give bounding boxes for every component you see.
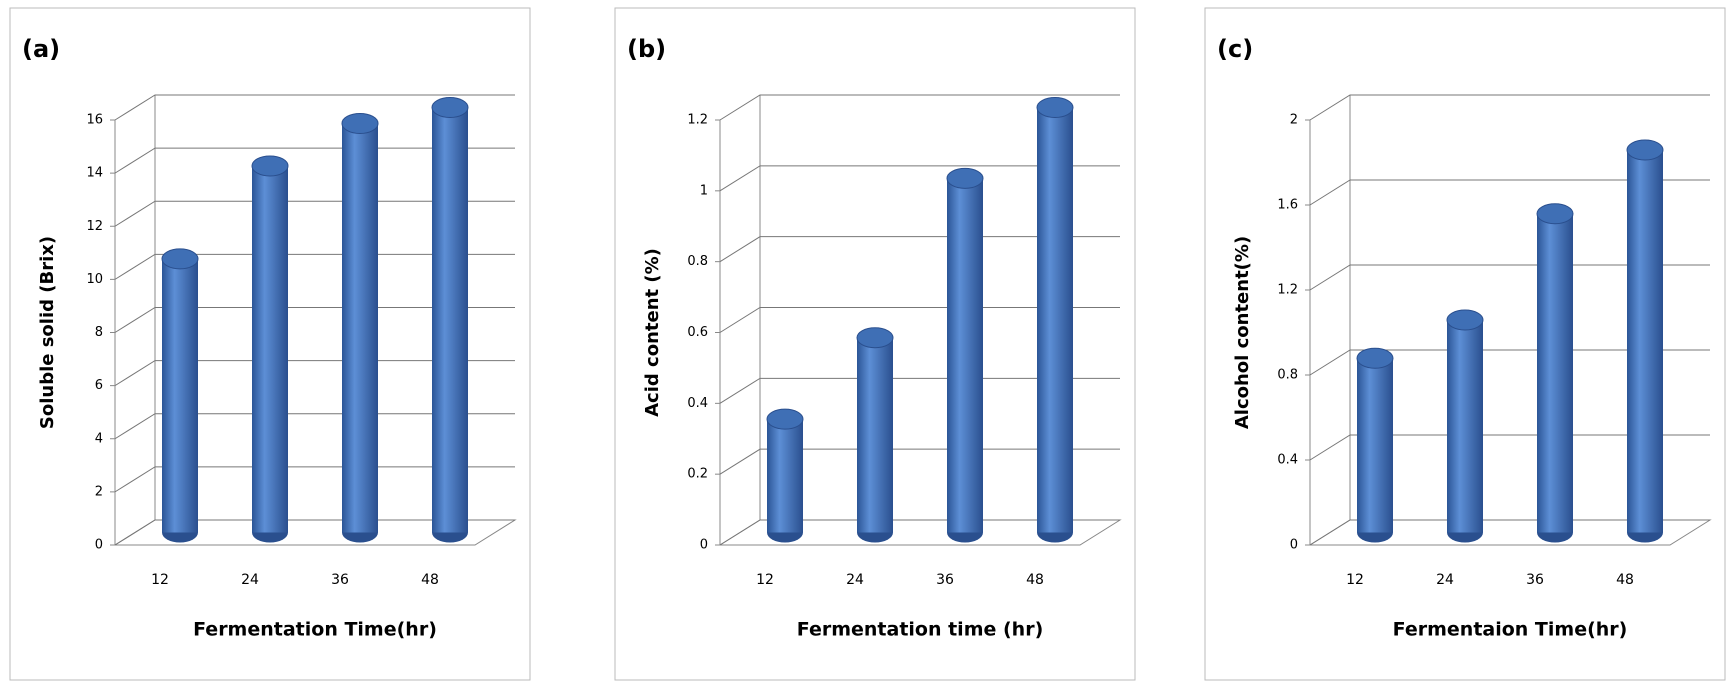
y-tick-label: 0.8 [1277,368,1298,383]
y-tick-label: 0.4 [1277,453,1298,468]
bar [1447,320,1483,533]
y-tick-label: 4 [95,431,103,446]
x-tick-label: 12 [1346,572,1364,588]
cylinder-top [947,168,983,188]
x-tick-label: 24 [1436,572,1454,588]
bar [1037,108,1073,533]
x-axis-title: Fermentaion Time(hr) [1393,619,1628,641]
cylinder-top [252,156,288,176]
y-tick-label: 12 [86,219,103,234]
panel-label: (a) [22,35,60,63]
cylinder-top [1447,310,1483,330]
y-tick-label: 0 [1290,538,1298,553]
x-tick-label: 48 [1026,572,1044,588]
y-tick-label: 0 [95,538,103,553]
y-tick-label: 0.2 [687,467,708,482]
bar [342,123,378,532]
x-axis-title: Fermentation Time(hr) [193,619,437,641]
bar [1537,214,1573,533]
y-tick-label: 0.6 [687,325,708,340]
x-tick-label: 24 [846,572,864,588]
x-tick-label: 36 [1526,572,1544,588]
y-tick-label: 1.6 [1277,198,1298,213]
y-tick-label: 1.2 [687,113,708,128]
y-tick-label: 2 [95,484,103,499]
y-tick-label: 0.8 [687,254,708,269]
x-tick-label: 48 [421,572,439,588]
cylinder-top [1357,348,1393,368]
bar [947,178,983,532]
y-axis-title: Acid content (%) [642,248,663,417]
cylinder-top [857,328,893,348]
y-tick-label: 6 [95,378,103,393]
cylinder-top [1627,140,1663,160]
y-axis-title: Alcohol content(%) [1232,236,1253,429]
y-tick-label: 0 [700,538,708,553]
x-tick-label: 12 [151,572,169,588]
y-tick-label: 14 [86,166,103,181]
y-tick-label: 1 [700,183,708,198]
y-tick-label: 1.2 [1277,283,1298,298]
y-tick-label: 0.4 [687,396,708,411]
cylinder-top [342,113,378,133]
cylinder-top [432,98,468,118]
panel-label: (c) [1217,35,1253,63]
x-tick-label: 24 [241,572,259,588]
bar [252,166,288,533]
bar [162,259,198,533]
y-axis-title: Soluble solid (Brix) [37,236,58,429]
x-axis-title: Fermentation time (hr) [797,619,1044,641]
x-tick-label: 36 [331,572,349,588]
cylinder-top [1537,204,1573,224]
bar [857,338,893,533]
y-tick-label: 8 [95,325,103,340]
y-tick-label: 16 [86,113,103,128]
y-tick-label: 10 [86,272,103,287]
x-tick-label: 48 [1616,572,1634,588]
cylinder-top [767,409,803,429]
bar [1627,150,1663,533]
bar [1357,358,1393,532]
x-tick-label: 12 [756,572,774,588]
x-tick-label: 36 [936,572,954,588]
bar [432,108,468,533]
cylinder-top [1037,98,1073,118]
figure: (a)024681012141612243648Fermentation Tim… [0,0,1733,685]
bar [767,419,803,532]
cylinder-top [162,249,198,269]
y-tick-label: 2 [1290,113,1298,128]
panel-label: (b) [627,35,666,63]
